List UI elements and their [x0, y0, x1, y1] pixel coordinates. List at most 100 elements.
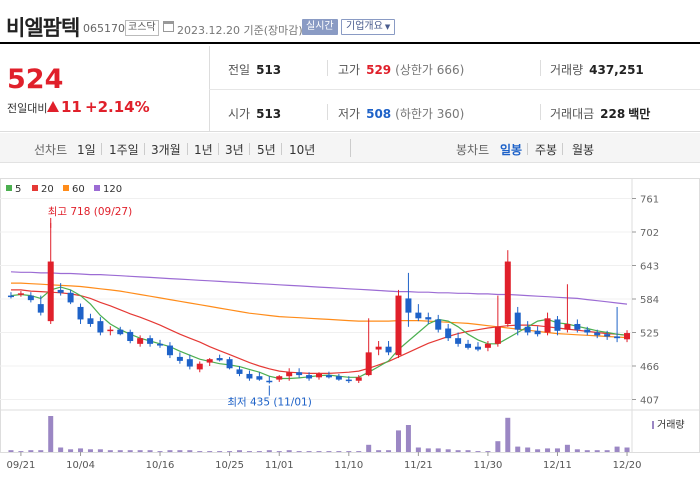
candle-body [87, 318, 94, 324]
volume-bar [405, 425, 411, 452]
candle-body [266, 380, 273, 383]
x-tick-label: 11/10 [334, 460, 363, 471]
candle-body [405, 298, 412, 313]
chart-frame [0, 178, 700, 453]
calendar-icon [163, 21, 174, 32]
volume-bar [127, 450, 133, 452]
volume-bar [187, 450, 193, 452]
volume-bar [137, 450, 143, 452]
candle-body [226, 359, 233, 369]
period-3y[interactable]: 3년 [225, 143, 244, 157]
prev-close-label: 전일 [228, 63, 251, 77]
volume-bar [197, 451, 203, 452]
candle-body [534, 330, 541, 335]
candle-body [37, 304, 44, 313]
x-tick-label: 10/04 [66, 460, 95, 471]
volume-bar [38, 450, 44, 452]
candle-body [17, 293, 24, 295]
volume-bar [505, 417, 511, 452]
ma20-line [11, 289, 628, 374]
candle-body [286, 372, 293, 377]
change-label: 전일대비 [7, 102, 48, 115]
x-tick-label: 11/21 [404, 460, 433, 471]
volume-bar [435, 448, 441, 452]
high-annotation: 최고 718 (09/27) [48, 206, 133, 218]
day-high: 고가 529 (상한가 666) [338, 61, 464, 78]
candle-body [147, 338, 154, 344]
candle-body [107, 329, 114, 332]
candle-body [345, 379, 352, 382]
divider [350, 139, 351, 157]
volume-bar [107, 450, 113, 452]
volume-value: 437,251 [589, 63, 644, 77]
volume-bar [604, 450, 610, 452]
stock-name: 비엘팜텍 [6, 16, 80, 40]
legend-swatch [32, 185, 38, 191]
volume-bar [286, 450, 292, 452]
realtime-button[interactable]: 실시간 [302, 19, 338, 35]
candle-body [77, 306, 84, 320]
x-tick-label: 11/01 [265, 460, 294, 471]
candle-body [584, 329, 591, 333]
volume-bar [614, 446, 620, 452]
candle-body [355, 377, 362, 381]
amount-value: 228 [600, 107, 626, 121]
divider [101, 143, 102, 155]
volume-bar [28, 450, 34, 452]
candle-body [474, 346, 481, 350]
volume-swatch [652, 421, 654, 429]
legend-label: 120 [103, 184, 123, 195]
volume-bar [356, 451, 362, 452]
legend-ma120: 120 [94, 184, 122, 195]
legend-label: 5 [15, 184, 22, 195]
y-tick-label: 466 [640, 362, 659, 373]
candle-body [97, 321, 104, 333]
volume-bar [97, 449, 103, 452]
candlestick-chart[interactable]: 761 702 643 584 525 466 407 09/21 10/04 10/16 10/2… [0, 178, 700, 490]
candle-body [335, 376, 342, 380]
volume-bar [415, 447, 421, 452]
volume-bar [624, 447, 630, 452]
candle-weekly[interactable]: 주봉 [535, 143, 558, 157]
candle-body [524, 326, 531, 333]
candle-body [445, 328, 452, 339]
period-1y[interactable]: 1년 [194, 143, 213, 157]
candle-body [166, 345, 173, 356]
volume-bar [117, 450, 123, 452]
divider [209, 89, 700, 90]
candle-body [127, 331, 134, 342]
divider [562, 143, 563, 155]
volume-bar [227, 451, 233, 452]
period-1d[interactable]: 1일 [77, 143, 96, 157]
prev-close: 전일 513 [228, 61, 281, 78]
candle-body [157, 343, 164, 346]
volume-bar [495, 441, 501, 452]
volume-bar [246, 451, 252, 452]
period-3m[interactable]: 3개월 [151, 143, 181, 157]
high-label: 고가 [338, 63, 361, 77]
volume-bar [276, 451, 282, 452]
candle-body [186, 359, 193, 367]
period-bar: 선차트 1일 1주일 3개월 1년 3년 5년 10년 봉차트 일봉 주봉 월봉 [0, 133, 700, 163]
low-annotation: 최저 435 (11/01) [227, 397, 311, 409]
up-arrow-icon [47, 101, 59, 112]
volume-bar [237, 450, 243, 452]
period-10y[interactable]: 10년 [289, 143, 316, 157]
period-1w[interactable]: 1주일 [109, 143, 139, 157]
company-overview-button[interactable]: 기업개요 ▼ [341, 19, 396, 35]
candle-daily[interactable]: 일봉 [500, 143, 523, 157]
candle-body [614, 336, 621, 339]
stock-code: 065170 [83, 22, 125, 35]
date-text: 2023.12.20 기준(장마감) [177, 24, 303, 37]
divider [327, 60, 328, 76]
period-5y[interactable]: 5년 [257, 143, 276, 157]
y-tick-label: 525 [640, 328, 659, 339]
volume-bar [316, 451, 322, 452]
open-value: 513 [256, 107, 282, 121]
volume-legend: 거래량 [652, 416, 685, 431]
current-price: 524 [7, 64, 64, 95]
candle-monthly[interactable]: 월봉 [572, 143, 595, 157]
legend-swatch [63, 185, 69, 191]
divider [144, 143, 145, 155]
candle-body [296, 372, 303, 376]
